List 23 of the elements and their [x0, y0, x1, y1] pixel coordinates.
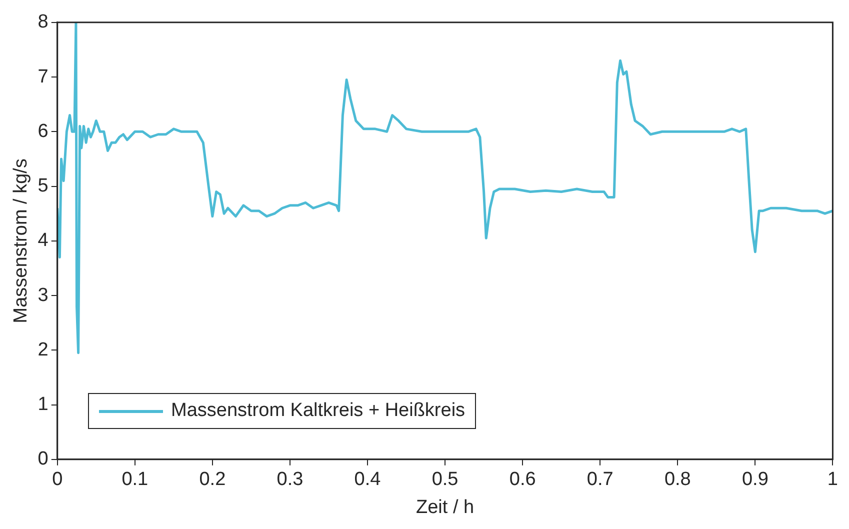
x-tick-label: 0.5 — [432, 469, 458, 490]
y-tick-label: 2 — [38, 339, 48, 360]
x-tick-label: 0.1 — [122, 469, 148, 490]
x-tick-label: 0.9 — [742, 469, 768, 490]
y-tick-label: 4 — [38, 230, 49, 252]
y-tick-label: 3 — [38, 284, 48, 306]
y-tick-label: 6 — [38, 120, 48, 142]
y-tick-label: 0 — [38, 448, 48, 470]
y-tick-label: 8 — [38, 12, 48, 33]
y-tick-label: 7 — [38, 66, 48, 88]
y-axis-title: Massenstrom / kg/s — [10, 158, 32, 324]
x-axis-title: Zeit / h — [416, 496, 474, 518]
legend-label: Massenstrom Kaltkreis + Heißkreis — [171, 400, 466, 422]
x-tick-label: 0.2 — [199, 469, 226, 490]
x-tick-label: 0.8 — [664, 469, 691, 490]
y-tick-label: 1 — [38, 394, 48, 416]
x-tick-label: 0 — [52, 469, 63, 490]
y-tick-label: 5 — [38, 176, 48, 197]
x-tick-label: 0.3 — [276, 469, 304, 490]
x-tick-label: 0.7 — [586, 469, 614, 490]
x-tick-label: 0.6 — [509, 469, 536, 490]
x-tick-label: 0.4 — [354, 469, 382, 490]
x-tick-label: 1 — [827, 469, 838, 490]
